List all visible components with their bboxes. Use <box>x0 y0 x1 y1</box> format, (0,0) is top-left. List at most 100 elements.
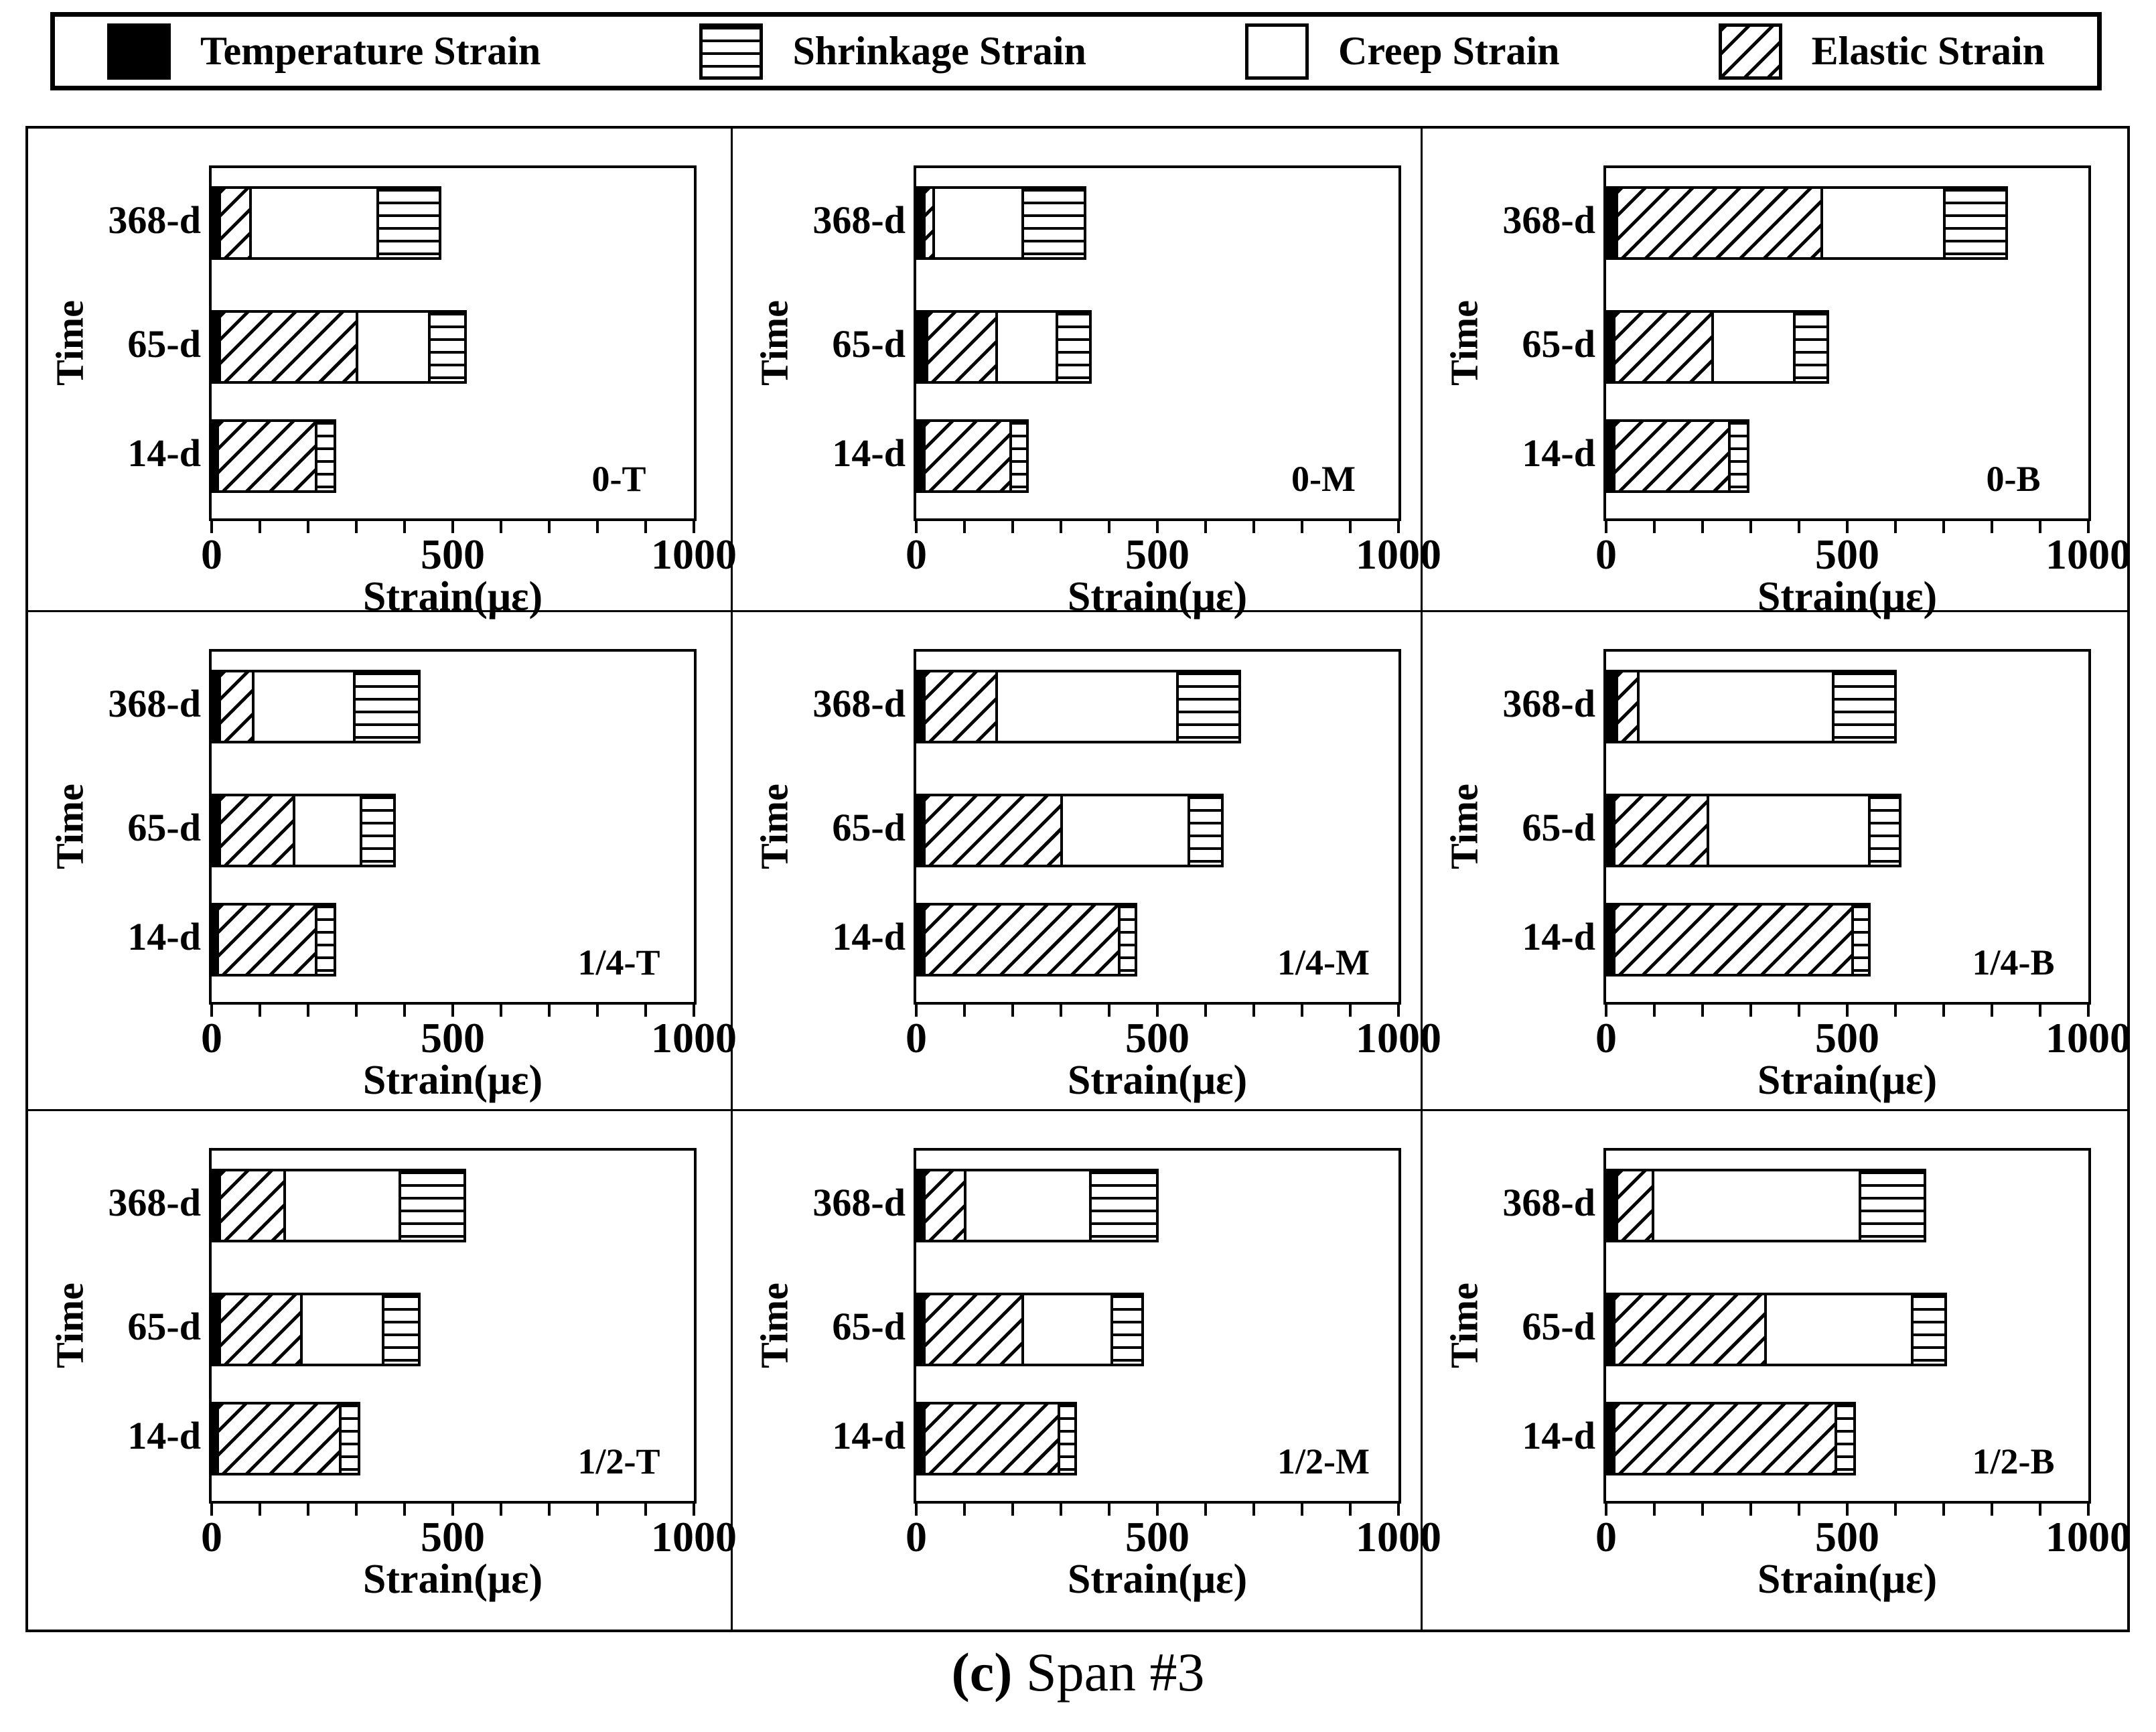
bar-368-d <box>212 670 421 743</box>
bar-14-d <box>916 419 1029 493</box>
y-axis-label: Time <box>752 784 796 869</box>
x-tick-label: 0 <box>201 1014 222 1062</box>
y-tick-label: 65-d <box>1522 322 1595 366</box>
bar-segment-shrinkage <box>1868 794 1901 867</box>
bar-segment-shrinkage <box>1009 419 1029 493</box>
chart-grid: 368-d 65-d 14-d Time 0 500 1000 Strain(με) 0-T 36… <box>25 126 2131 1632</box>
x-tick <box>1156 1501 1159 1516</box>
panel-label-1-4-T: 1/4-T <box>577 942 660 983</box>
grid-cell-0-B: 368-d 65-d 14-d Time 0 500 1000 Strain(με) 0-B <box>1423 129 2131 618</box>
x-tick <box>355 1002 358 1017</box>
bar-segment-creep <box>964 1169 1092 1242</box>
x-tick-label: 0 <box>906 1014 927 1062</box>
grid-cell-1-2-T: 368-d 65-d 14-d Time 0 500 1000 Strain(με) 1/2-T <box>28 1111 737 1630</box>
x-tick-label: 1000 <box>651 1014 737 1062</box>
y-tick-label: 65-d <box>1522 1305 1595 1348</box>
plot-area-1-2-M <box>914 1148 1401 1504</box>
x-tick-label: 0 <box>1595 1014 1617 1062</box>
x-tick-label: 1000 <box>651 530 737 578</box>
x-tick <box>403 1002 406 1017</box>
x-tick <box>307 1002 309 1017</box>
x-tick <box>1156 1002 1159 1017</box>
x-tick-label: 500 <box>1815 530 1879 578</box>
y-axis-label: Time <box>752 300 796 386</box>
bar-segment-elastic <box>1615 186 1823 260</box>
x-tick <box>1397 518 1400 533</box>
x-tick <box>1252 1002 1255 1017</box>
bar-segment-shrinkage <box>339 1402 360 1475</box>
panel-label-1-2-B: 1/2-B <box>1972 1441 2055 1482</box>
bar-segment-elastic <box>218 310 358 384</box>
x-tick <box>500 518 502 533</box>
x-axis-label: Strain(με) <box>1757 1557 1938 1602</box>
bar-65-d <box>916 310 1092 384</box>
grid-cell-1-4-B: 368-d 65-d 14-d Time 0 500 1000 Strain(με) 1/4-B <box>1423 612 2131 1111</box>
bar-segment-creep <box>356 310 431 384</box>
y-tick-label: 14-d <box>832 431 906 475</box>
x-tick <box>210 518 213 533</box>
x-tick <box>1749 1002 1752 1017</box>
bar-65-d <box>916 794 1224 867</box>
x-tick <box>1894 1002 1897 1017</box>
x-tick <box>1349 1501 1352 1516</box>
x-tick <box>1653 1501 1656 1516</box>
x-tick <box>644 1002 647 1017</box>
legend-label: Shrinkage Strain <box>792 29 1086 73</box>
y-tick-label: 65-d <box>832 1305 906 1348</box>
y-tick-label: 65-d <box>832 322 906 366</box>
plot-area-0-M <box>914 165 1401 521</box>
x-tick-label: 500 <box>421 530 485 578</box>
bar-segment-elastic <box>218 1169 286 1242</box>
x-tick <box>1397 1002 1400 1017</box>
bar-segment-shrinkage <box>382 1293 421 1366</box>
bar-segment-elastic <box>216 1402 342 1475</box>
legend-item-temperature-strain: Temperature Strain <box>107 23 541 80</box>
x-tick-label: 0 <box>906 530 927 578</box>
x-tick <box>1605 518 1607 533</box>
panel-label-1-4-B: 1/4-B <box>1972 942 2055 983</box>
bar-segment-elastic <box>1615 1169 1654 1242</box>
x-tick <box>1991 518 1993 533</box>
figure-caption: (c) Span #3 <box>0 1642 2156 1703</box>
y-tick-label: 368-d <box>1502 1181 1595 1224</box>
x-tick <box>259 1501 261 1516</box>
x-axis-label: Strain(με) <box>362 1058 543 1103</box>
bar-segment-elastic <box>1613 1293 1767 1366</box>
plot-area-0-T <box>209 165 697 521</box>
bar-14-d <box>916 1402 1077 1475</box>
bar-segment-elastic <box>216 903 317 977</box>
x-tick <box>2087 1002 2090 1017</box>
legend-item-elastic-strain: Elastic Strain <box>1718 23 2045 80</box>
bar-segment-creep <box>300 1293 384 1366</box>
x-tick <box>1301 1002 1303 1017</box>
x-tick <box>596 518 599 533</box>
x-tick <box>693 518 695 533</box>
x-tick <box>2039 518 2041 533</box>
bar-segment-shrinkage <box>399 1169 466 1242</box>
y-tick-label: 14-d <box>832 1414 906 1457</box>
bar-65-d <box>212 1293 421 1366</box>
plot-area-0-B <box>1603 165 2091 521</box>
x-axis-label: Strain(με) <box>1757 1058 1938 1103</box>
bar-segment-shrinkage <box>1835 1402 1856 1475</box>
x-tick <box>210 1002 213 1017</box>
y-tick-label: 368-d <box>108 198 201 242</box>
x-tick <box>1156 518 1159 533</box>
x-tick <box>1846 1002 1849 1017</box>
bar-segment-shrinkage <box>1793 310 1829 384</box>
bar-segment-shrinkage <box>428 310 467 384</box>
legend-label: Temperature Strain <box>200 29 541 73</box>
x-tick-label: 500 <box>1815 1014 1879 1062</box>
y-tick-label: 368-d <box>108 682 201 725</box>
x-tick <box>1011 1501 1014 1516</box>
grid-cell-1-2-B: 368-d 65-d 14-d Time 0 500 1000 Strain(με) 1/2-B <box>1423 1111 2131 1630</box>
x-tick <box>1060 518 1062 533</box>
bar-14-d <box>1606 1402 1856 1475</box>
x-axis-label: Strain(με) <box>1067 574 1248 620</box>
creep-strain-swatch-icon <box>1245 23 1309 80</box>
x-tick <box>2039 1002 2041 1017</box>
bar-segment-elastic <box>1613 794 1709 867</box>
y-tick-label: 368-d <box>108 1181 201 1224</box>
x-tick <box>1605 1501 1607 1516</box>
x-tick <box>1349 518 1352 533</box>
